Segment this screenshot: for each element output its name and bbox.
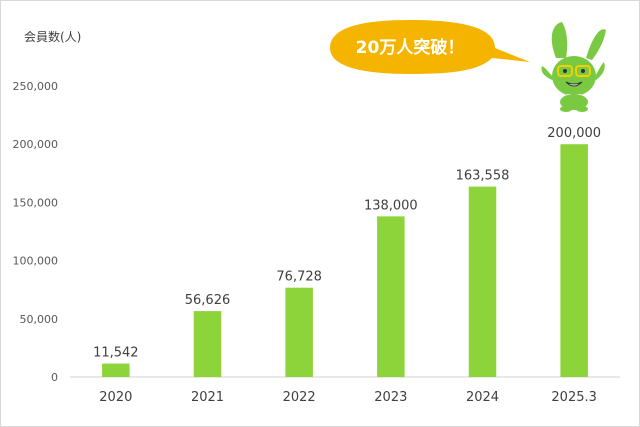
bar-2020 [102,363,130,377]
x-tick-label: 2021 [191,390,224,405]
x-tick-label: 2023 [374,390,407,405]
y-tick-label: 200,000 [13,138,59,151]
data-label: 200,000 [547,126,601,141]
bar-2021 [193,311,222,377]
y-tick-label: 100,000 [13,255,59,268]
callout-bubble: 20万人突破！ [330,20,530,74]
callout-text: 20万人突破！ [356,37,465,58]
y-tick-label: 0 [51,371,58,384]
data-label: 138,000 [364,198,418,213]
data-label: 11,542 [93,346,139,361]
x-tick-label: 2022 [283,390,316,405]
data-label: 163,558 [456,169,510,184]
x-ticks: 2020 2021 2022 2023 2024 2025.3 [99,390,597,405]
y-tick-label: 50,000 [20,313,59,326]
data-label: 56,626 [185,293,231,308]
bar-2022 [285,287,313,377]
bars [102,144,588,377]
bar-2023 [377,216,405,377]
y-tick-label: 150,000 [13,196,59,209]
x-tick-label: 2020 [99,390,132,405]
y-axis-label: 会員数(人) [24,29,81,44]
data-label: 76,728 [276,270,322,285]
x-tick-label: 2024 [466,390,499,405]
x-tick-label: 2025.3 [551,390,597,405]
y-ticks: 0 50,000 100,000 150,000 200,000 250,000 [13,80,59,384]
y-tick-label: 250,000 [13,80,59,93]
data-labels: 11,542 56,626 76,728 138,000 163,558 200,000 [93,126,601,360]
green-rabbit-mascot-icon [541,22,606,112]
bar-2024 [468,186,497,377]
bar-2025.3 [560,144,588,377]
